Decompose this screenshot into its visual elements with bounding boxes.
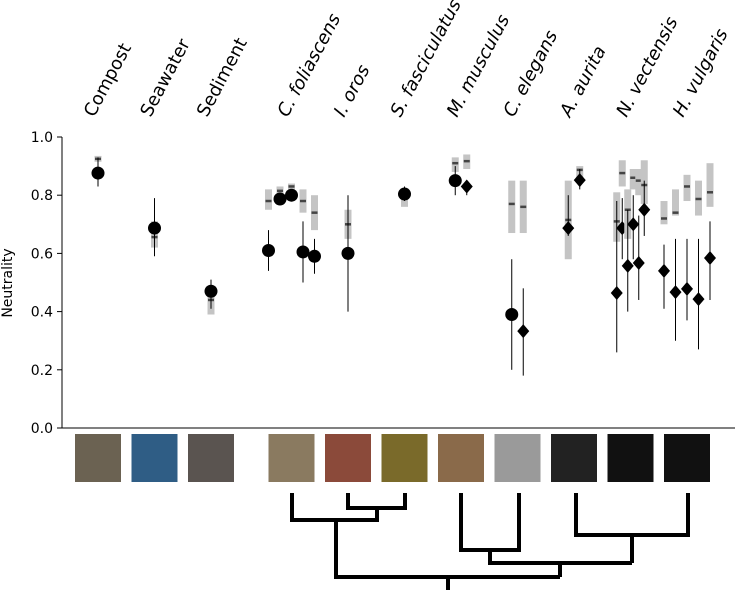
null-band bbox=[672, 189, 679, 216]
phylogenetic-tree bbox=[290, 493, 690, 590]
point bbox=[398, 187, 411, 201]
point bbox=[308, 249, 321, 263]
point bbox=[632, 256, 645, 271]
point bbox=[573, 173, 586, 188]
organism-photo bbox=[494, 434, 541, 482]
y-tick-label: 1.0 bbox=[31, 130, 53, 146]
y-axis-label: Neutrality bbox=[0, 248, 16, 317]
category-label: H. vulgaris bbox=[669, 25, 733, 120]
point bbox=[273, 192, 287, 206]
point bbox=[148, 221, 161, 235]
point bbox=[627, 217, 640, 232]
point bbox=[704, 251, 716, 266]
organism-photo bbox=[131, 434, 178, 482]
category-label: Compost bbox=[80, 40, 136, 120]
organism-photo bbox=[188, 434, 234, 482]
organism-photo bbox=[438, 434, 484, 482]
point bbox=[681, 281, 693, 296]
null-band bbox=[683, 174, 691, 202]
organism-photo bbox=[664, 434, 710, 482]
point bbox=[610, 285, 623, 300]
y-tick-label: 0.2 bbox=[31, 363, 53, 379]
null-band bbox=[265, 189, 272, 210]
y-tick-label: 0.8 bbox=[31, 188, 53, 204]
null-band bbox=[451, 157, 459, 172]
null-band bbox=[288, 183, 295, 193]
point bbox=[692, 292, 705, 307]
organism-photo bbox=[75, 434, 121, 482]
null-band bbox=[706, 163, 714, 207]
point bbox=[448, 174, 462, 188]
point bbox=[204, 284, 218, 298]
point bbox=[638, 202, 651, 217]
point bbox=[658, 263, 670, 278]
null-band bbox=[635, 169, 643, 196]
null-band bbox=[660, 201, 668, 225]
point bbox=[562, 221, 575, 236]
organism-photo bbox=[325, 434, 371, 482]
point bbox=[262, 243, 275, 257]
y-tick-label: 0.6 bbox=[31, 246, 53, 262]
organism-photo bbox=[381, 434, 428, 482]
point bbox=[517, 324, 530, 339]
category-label: A. aurita bbox=[555, 42, 610, 121]
point bbox=[91, 166, 105, 180]
null-band bbox=[508, 180, 516, 234]
null-band bbox=[629, 169, 637, 190]
category-label: Seawater bbox=[136, 35, 195, 120]
point bbox=[460, 179, 473, 194]
point bbox=[341, 246, 355, 260]
category-label: C. elegans bbox=[499, 27, 562, 120]
null-band bbox=[276, 186, 284, 199]
point bbox=[296, 245, 310, 259]
y-tick-label: 0.0 bbox=[31, 421, 53, 437]
y-tick-label: 0.4 bbox=[31, 305, 53, 321]
point bbox=[505, 308, 519, 322]
organism-photo bbox=[268, 434, 315, 482]
point bbox=[669, 285, 682, 300]
point bbox=[285, 188, 298, 202]
organism-photo bbox=[607, 434, 654, 482]
point bbox=[621, 258, 634, 273]
organism-photo bbox=[551, 434, 597, 482]
category-label: I. oros bbox=[330, 61, 375, 120]
category-label: Sediment bbox=[193, 35, 252, 121]
